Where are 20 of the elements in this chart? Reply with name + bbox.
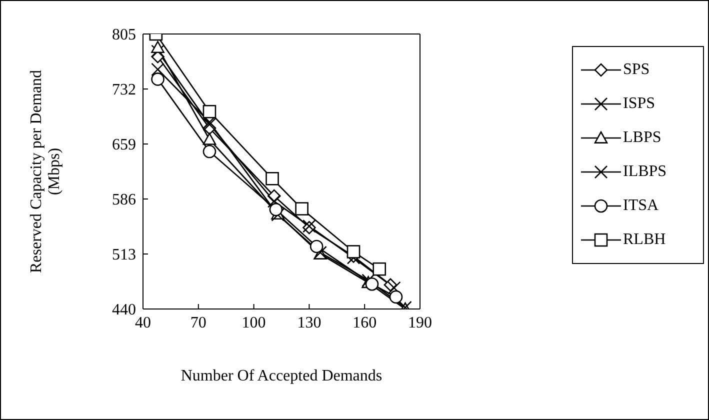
x-tick-label: 190 bbox=[408, 314, 432, 332]
y-tick-label: 586 bbox=[112, 192, 136, 209]
legend-label: RLBH bbox=[623, 231, 666, 249]
y-tick-label: 659 bbox=[112, 136, 136, 154]
legend-label: ISPS bbox=[623, 95, 656, 113]
y-tick-label: 805 bbox=[112, 26, 136, 44]
x-tick-label: 70 bbox=[190, 314, 206, 332]
x-axis-title: Number Of Accepted Demands bbox=[180, 367, 382, 384]
y-tick-label: 440 bbox=[112, 302, 136, 319]
y-tick-label: 732 bbox=[112, 82, 136, 99]
y-tick-label: 513 bbox=[112, 246, 136, 264]
x-tick-label: 40 bbox=[135, 314, 151, 332]
y-axis-title: Reserved Capacity per Demand (Mbps) bbox=[28, 70, 63, 274]
x-tick-label: 160 bbox=[352, 314, 377, 332]
legend-label: ILBPS bbox=[623, 163, 667, 181]
legend-label: SPS bbox=[623, 61, 650, 79]
x-tick-label: 130 bbox=[297, 314, 322, 332]
x-tick-label: 100 bbox=[242, 314, 266, 332]
legend-label: LBPS bbox=[623, 129, 662, 147]
legend-label: ITSA bbox=[623, 197, 659, 215]
